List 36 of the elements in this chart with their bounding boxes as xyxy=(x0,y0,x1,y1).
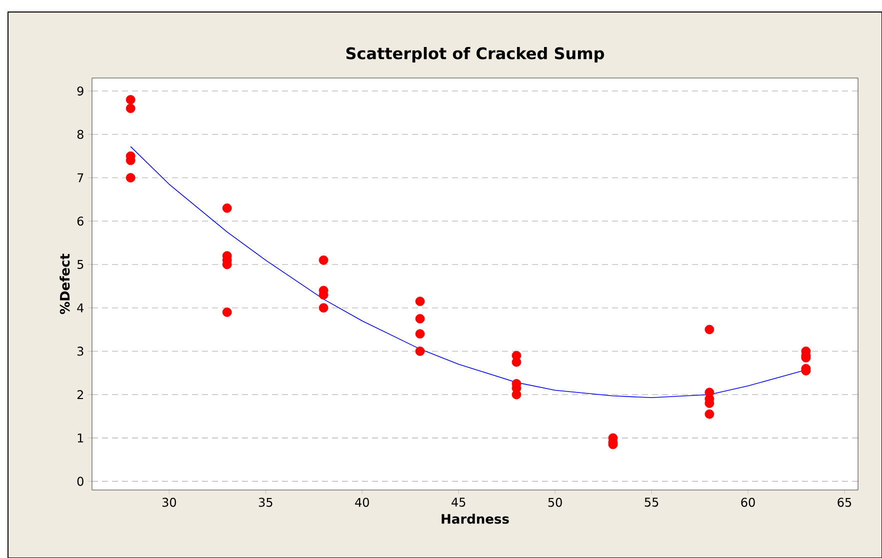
y-tick-label: 5 xyxy=(77,260,84,269)
point xyxy=(415,329,425,339)
x-tick-label: 60 xyxy=(741,498,755,507)
x-axis-title: Hardness xyxy=(442,514,509,524)
point xyxy=(415,296,425,306)
y-tick-label: 1 xyxy=(78,434,84,442)
y-tick-label: 0 xyxy=(77,476,84,486)
x-tick-label: 55 xyxy=(644,498,658,507)
chart-title: Scatterplot of Cracked Sump xyxy=(346,46,604,62)
x-tick-label: 40 xyxy=(355,498,369,507)
point xyxy=(704,409,714,419)
point xyxy=(126,104,136,114)
y-tick-label: 3 xyxy=(77,346,84,356)
y-tick-label: 2 xyxy=(77,390,83,400)
point xyxy=(222,203,232,213)
point xyxy=(512,390,522,400)
x-tick-label: 35 xyxy=(258,498,272,507)
x-tick-label: 45 xyxy=(452,498,466,507)
point xyxy=(318,303,328,313)
x-tick-label: 50 xyxy=(548,498,562,507)
y-axis-title: %Defect xyxy=(60,254,70,314)
y-tick-label: 4 xyxy=(77,303,84,312)
point xyxy=(126,173,136,182)
y-tick-label: 7 xyxy=(78,173,84,182)
x-tick-label: 65 xyxy=(838,498,852,507)
y-tick-label: 6 xyxy=(77,216,84,226)
point xyxy=(126,94,136,104)
point xyxy=(704,324,714,334)
point xyxy=(318,255,328,265)
point xyxy=(415,314,425,324)
point xyxy=(415,346,425,356)
y-tick-label: 9 xyxy=(77,86,84,96)
point xyxy=(512,357,522,367)
point xyxy=(222,307,232,317)
x-tick-label: 30 xyxy=(162,498,176,507)
y-tick-label: 8 xyxy=(77,130,84,139)
